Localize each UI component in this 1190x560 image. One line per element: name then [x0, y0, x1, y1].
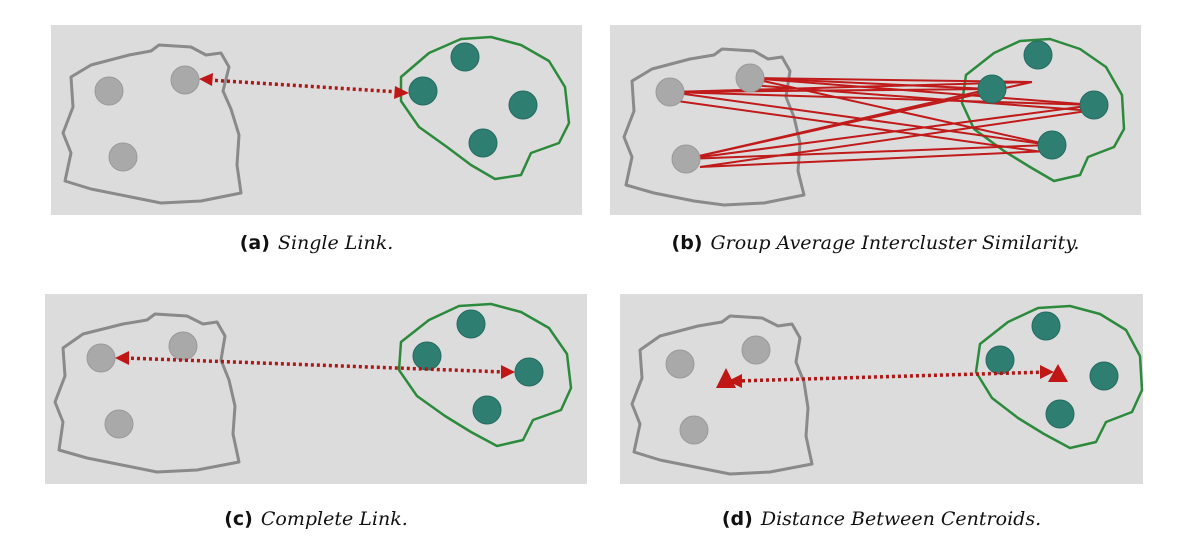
- teal-point: [985, 345, 1015, 375]
- grey-point: [655, 77, 685, 107]
- teal-point: [1031, 311, 1061, 341]
- panel-centroid-distance: [620, 294, 1144, 484]
- teal-point: [514, 357, 544, 387]
- arrow-head-left: [199, 73, 213, 86]
- teal-point: [456, 309, 486, 339]
- grey-point: [741, 335, 771, 365]
- arrow-head-left: [115, 351, 129, 365]
- grey-cluster-outline: [622, 47, 806, 207]
- caption-tag: (b): [671, 232, 703, 254]
- caption-b: (b) Group Average Intercluster Similarity…: [610, 232, 1141, 254]
- teal-point: [408, 76, 438, 106]
- caption-c: (c) Complete Link.: [45, 508, 587, 530]
- caption-text: Group Average Intercluster Similarity.: [710, 232, 1080, 254]
- teal-point: [1045, 399, 1075, 429]
- teal-cluster-outline: [397, 302, 573, 448]
- teal-point: [412, 341, 442, 371]
- grey-point: [104, 409, 134, 439]
- single-link-diagram: [61, 35, 571, 205]
- panel-single-link: [51, 25, 582, 215]
- grey-cluster-outline: [53, 312, 241, 474]
- arrow-head-left: [728, 374, 742, 388]
- grey-point: [86, 343, 116, 373]
- centroid-distance-line: [735, 370, 1049, 383]
- caption-text: Distance Between Centroids.: [760, 508, 1042, 530]
- centroid-marker-teal-cluster: [1048, 364, 1068, 382]
- caption-text: Single Link.: [277, 232, 394, 254]
- arrow-head-right: [501, 365, 515, 379]
- centroid-marker-grey-cluster: [716, 368, 736, 388]
- grey-point: [94, 76, 124, 106]
- teal-point: [1037, 130, 1067, 160]
- grey-point: [170, 65, 200, 95]
- grey-cluster-outline: [61, 43, 243, 205]
- teal-point: [1089, 361, 1119, 391]
- panel-complete-link: [45, 294, 587, 484]
- single-link-line: [208, 78, 400, 94]
- grey-point: [679, 415, 709, 445]
- group-average-diagram: [622, 37, 1126, 207]
- caption-tag: (c): [224, 508, 253, 530]
- teal-point: [468, 128, 498, 158]
- teal-point: [1023, 40, 1053, 70]
- teal-point: [977, 74, 1007, 104]
- caption-a: (a) Single Link.: [51, 232, 582, 254]
- centroid-distance-diagram: [630, 304, 1144, 476]
- teal-point: [450, 42, 480, 72]
- panel-group-average: [610, 25, 1141, 215]
- caption-tag: (a): [239, 232, 270, 254]
- teal-point: [508, 90, 538, 120]
- group-average-links: [669, 77, 1095, 168]
- complete-link-diagram: [53, 302, 573, 474]
- teal-cluster-outline: [960, 37, 1126, 183]
- teal-point: [1079, 90, 1109, 120]
- grey-cluster-outline: [630, 314, 814, 476]
- grey-point: [671, 144, 701, 174]
- teal-point: [472, 395, 502, 425]
- grey-point: [735, 63, 765, 93]
- grey-point: [665, 349, 695, 379]
- grey-point: [168, 331, 198, 361]
- caption-d: (d) Distance Between Centroids.: [620, 508, 1143, 530]
- grey-point: [108, 142, 138, 172]
- teal-cluster-outline: [399, 35, 571, 181]
- arrow-head-right: [1040, 365, 1054, 379]
- caption-tag: (d): [721, 508, 753, 530]
- arrow-head-right: [394, 86, 409, 99]
- teal-cluster-outline: [974, 304, 1144, 450]
- caption-text: Complete Link.: [260, 508, 408, 530]
